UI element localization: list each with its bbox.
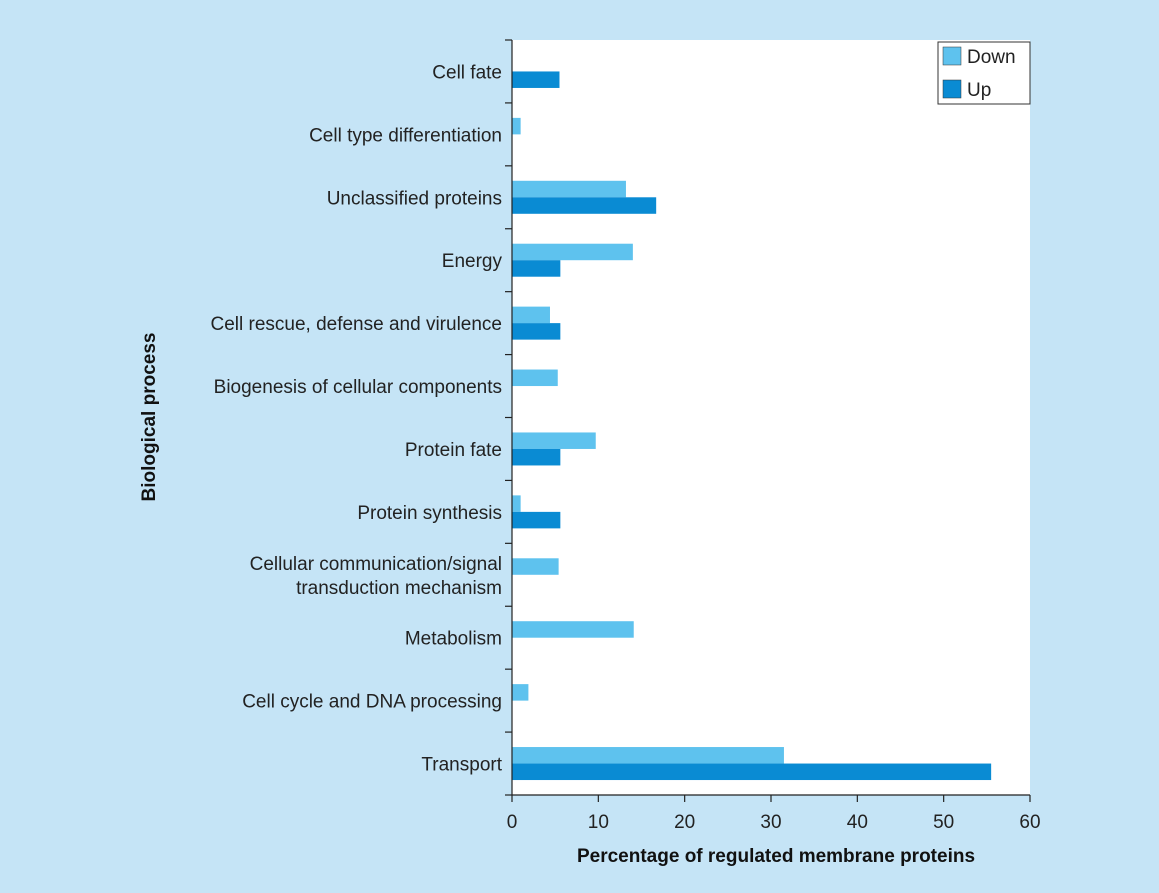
x-tick-label-20: 20 [674,812,695,833]
x-tick-label-10: 10 [588,812,609,833]
category-label-4: Cell rescue, defense and virulence [210,314,502,335]
bar-down-6 [512,432,596,449]
bar-down-4 [512,306,550,324]
bar-down-5 [512,369,558,387]
bar-down-3 [512,243,633,261]
category-label-6: Protein fate [405,440,502,461]
x-tick-label-0: 0 [507,812,518,833]
bar-down-9 [512,621,634,638]
category-label-2: Unclassified proteins [327,188,502,209]
category-label-5: Biogenesis of cellular components [214,377,502,398]
legend-swatch-down [942,46,962,66]
bar-up-11 [512,763,992,781]
bar-up-3 [512,260,561,277]
bar-up-6 [512,448,561,466]
bar-down-1 [512,117,521,135]
legend-label-up: Up [967,80,991,101]
category-label-8: Cellular communication/signal transductio… [250,554,502,599]
y-axis-title: Biological process [139,333,160,502]
bars-layer [512,71,992,781]
axes-layer: 0 10 20 30 40 50 60 [505,39,1041,833]
category-label-11: Transport [421,755,502,776]
bar-up-0 [512,71,560,88]
x-tick-label-40: 40 [847,812,868,833]
category-label-0: Cell fate [432,62,502,83]
category-label-9: Metabolism [405,629,502,650]
bar-down-2 [512,180,626,198]
bar-down-7 [512,495,521,512]
category-label-10: Cell cycle and DNA processing [242,692,502,713]
bar-down-11 [512,747,784,764]
x-tick-label-50: 50 [933,812,954,833]
bar-up-2 [512,197,657,214]
bar-up-4 [512,323,561,340]
category-label-3: Energy [442,251,503,272]
x-axis-title: Percentage of regulated membrane protein… [577,846,975,867]
category-labels-layer: Cell fate Cell type differentiation Unclas… [210,62,502,775]
category-label-1: Cell type differentiation [309,125,502,146]
legend-swatch-up [942,79,962,99]
legend: Down Up [937,41,1031,105]
legend-label-down: Down [967,47,1016,68]
bar-down-8 [512,558,559,575]
category-label-7: Protein synthesis [357,503,502,524]
x-tick-label-30: 30 [760,812,781,833]
plot-area [512,40,1030,795]
bar-down-10 [512,684,529,701]
bar-up-7 [512,511,561,529]
x-tick-label-60: 60 [1019,812,1040,833]
